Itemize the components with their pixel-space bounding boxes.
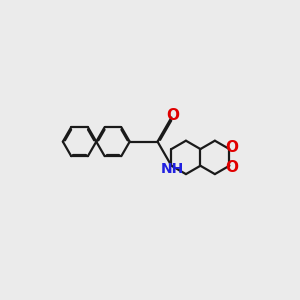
Text: O: O	[225, 140, 238, 155]
Text: O: O	[225, 160, 238, 175]
Text: O: O	[167, 108, 180, 123]
Text: NH: NH	[161, 162, 184, 176]
